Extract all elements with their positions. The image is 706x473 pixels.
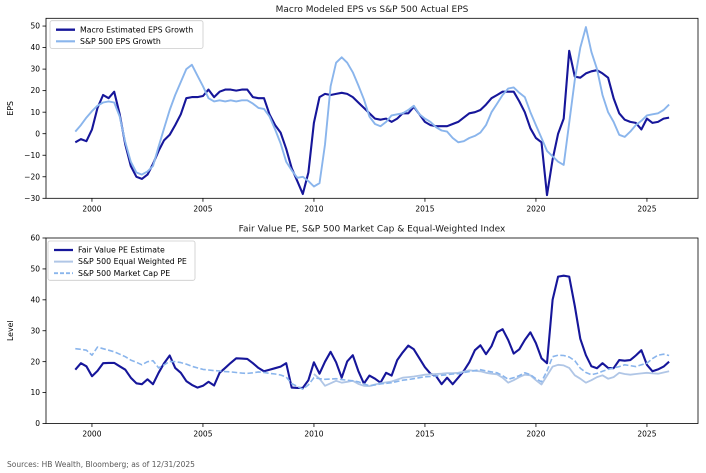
- legend-box: [47, 240, 196, 281]
- x-tick-label: 2010: [304, 430, 323, 439]
- legend-label-s-p-500-eps-growth: S&P 500 EPS Growth: [80, 37, 161, 46]
- series-line-s-p-500-eps-growth: [74, 26, 670, 188]
- legend: Fair Value PE Estimate S&P 500 Equal Weig…: [47, 240, 196, 281]
- y-tick-label: 10: [30, 108, 40, 117]
- chart-fair-value-pe: Fair Value PE, S&P 500 Market Cap & Equa…: [6, 225, 699, 439]
- y-tick-label: 40: [30, 43, 40, 52]
- series-line-macro-estimated-eps-growth: [74, 49, 670, 197]
- x-tick-label: 2015: [415, 430, 434, 439]
- y-tick-label: 30: [30, 326, 40, 335]
- y-tick-label: 60: [30, 234, 40, 243]
- y-tick-label: 0: [35, 129, 40, 138]
- series-line-fair-value-pe-estimate: [74, 274, 670, 389]
- y-tick-label: 0: [35, 419, 40, 428]
- x-tick-label: 2005: [193, 430, 212, 439]
- y-tick-label: 30: [30, 65, 40, 74]
- x-tick-label: 2020: [526, 204, 545, 213]
- legend: Macro Estimated EPS Growth S&P 500 EPS Gr…: [49, 20, 204, 49]
- chart-title: Macro Modeled EPS vs S&P 500 Actual EPS: [276, 5, 469, 15]
- x-tick-label: 2025: [637, 430, 656, 439]
- x-tick-label: 2005: [193, 204, 212, 213]
- y-axis-label: EPS: [6, 101, 15, 116]
- x-tick-label: 2000: [82, 430, 101, 439]
- x-tick-label: 2025: [637, 204, 656, 213]
- y-axis-label: Level: [6, 320, 15, 341]
- x-tick-label: 2000: [82, 204, 101, 213]
- legend-label-s-p-500-equal-weighted-pe: S&P 500 Equal Weighted PE: [78, 257, 187, 266]
- legend-label-s-p-500-market-cap-pe: S&P 500 Market Cap PE: [78, 269, 170, 278]
- y-tick-label: 50: [30, 22, 40, 31]
- y-tick-label: 50: [30, 265, 40, 274]
- chart-eps-growth: Macro Modeled EPS vs S&P 500 Actual EPS −…: [6, 5, 699, 213]
- y-tick-label: 20: [30, 357, 40, 366]
- y-tick-label: 10: [30, 388, 40, 397]
- y-tick-label: 20: [30, 86, 40, 95]
- y-tick-label: 40: [30, 295, 40, 304]
- chart-title: Fair Value PE, S&P 500 Market Cap & Equa…: [239, 225, 506, 235]
- legend-box: [49, 20, 204, 49]
- legend-label-macro-estimated-eps-growth: Macro Estimated EPS Growth: [80, 25, 193, 34]
- x-tick-label: 2020: [526, 430, 545, 439]
- y-tick-label: −10: [24, 151, 40, 160]
- y-tick-label: −20: [24, 172, 40, 181]
- plot-border: [45, 17, 699, 199]
- y-tick-label: −30: [24, 194, 40, 203]
- legend-label-fair-value-pe-estimate: Fair Value PE Estimate: [78, 246, 165, 255]
- x-tick-label: 2010: [304, 204, 323, 213]
- plot-border: [45, 237, 699, 424]
- series-line-s-p-500-market-cap-pe: [75, 346, 670, 391]
- x-tick-label: 2015: [415, 204, 434, 213]
- source-note: Sources: HB Wealth, Bloomberg; as of 12/…: [7, 460, 195, 469]
